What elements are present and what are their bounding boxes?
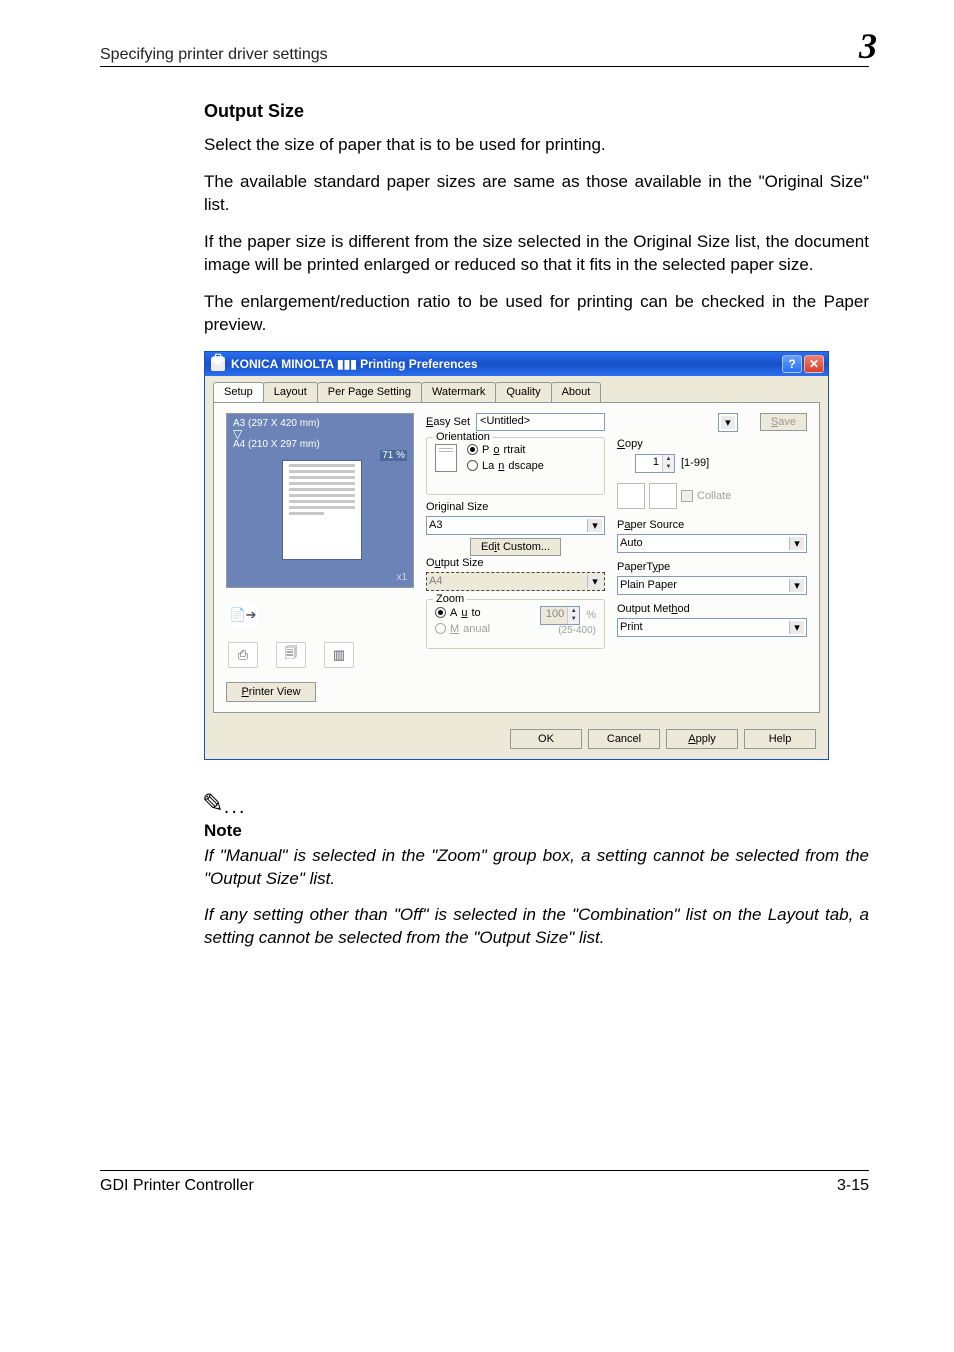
- paragraph: The available standard paper sizes are s…: [204, 171, 869, 217]
- easyset-dropdown[interactable]: ▾: [718, 413, 738, 432]
- stack-icon[interactable]: 🗐: [276, 642, 306, 668]
- chapter-number: 3: [859, 28, 877, 64]
- easyset-label: Easy Set: [426, 416, 470, 428]
- preview-output-size: A4 (210 X 297 mm): [233, 439, 407, 450]
- collate-icon: [617, 483, 645, 509]
- page-icon[interactable]: ▥: [324, 642, 354, 668]
- zoom-manual-radio[interactable]: Manual: [435, 623, 490, 635]
- copy-range: [1-99]: [681, 457, 709, 469]
- note-heading: Note: [204, 821, 869, 841]
- paper-feed-icon[interactable]: 📄➔: [228, 602, 258, 628]
- original-size-select[interactable]: A3▾: [426, 516, 605, 535]
- orientation-icon: [435, 444, 457, 472]
- footer-right: 3-15: [837, 1177, 869, 1195]
- preview-original-size: A3 (297 X 420 mm): [233, 418, 407, 429]
- output-method-label: Output Method: [617, 603, 807, 615]
- printing-preferences-dialog: 🖶 KONICA MINOLTA ▮▮▮ Printing Preference…: [204, 351, 829, 760]
- titlebar: 🖶 KONICA MINOLTA ▮▮▮ Printing Preference…: [205, 352, 828, 376]
- running-head: Specifying printer driver settings: [100, 46, 328, 64]
- collate-checkbox[interactable]: [681, 490, 693, 502]
- landscape-radio[interactable]: Landscape: [467, 460, 544, 472]
- copy-spinner[interactable]: 1▲▼: [635, 454, 675, 473]
- easyset-input[interactable]: <Untitled>: [476, 413, 605, 431]
- paper-preview: A3 (297 X 420 mm) ▽ A4 (210 X 297 mm) 71…: [226, 413, 414, 588]
- printer-view-button[interactable]: Printer View: [226, 682, 316, 702]
- close-icon[interactable]: ✕: [804, 355, 824, 373]
- copy-label: Copy: [617, 438, 807, 450]
- duplex-icon[interactable]: ⎙: [228, 642, 258, 668]
- zoom-label: Zoom: [433, 593, 467, 605]
- save-button[interactable]: Save: [760, 413, 807, 431]
- zoom-range: (25-400): [540, 625, 596, 636]
- tab-setup[interactable]: Setup: [213, 382, 264, 402]
- output-size-label: Output Size: [426, 557, 605, 569]
- output-size-select[interactable]: A4▾: [426, 572, 605, 591]
- paragraph: Select the size of paper that is to be u…: [204, 134, 869, 157]
- portrait-radio[interactable]: Portrait: [467, 444, 544, 456]
- footer-left: GDI Printer Controller: [100, 1177, 254, 1195]
- tab-quality[interactable]: Quality: [495, 382, 551, 402]
- tab-layout[interactable]: Layout: [263, 382, 318, 402]
- cancel-button[interactable]: Cancel: [588, 729, 660, 749]
- output-method-select[interactable]: Print▾: [617, 618, 807, 637]
- ok-button[interactable]: OK: [510, 729, 582, 749]
- paragraph: If the paper size is different from the …: [204, 231, 869, 277]
- app-icon: 🖶: [211, 357, 225, 371]
- zoom-auto-radio[interactable]: Auto: [435, 607, 490, 619]
- note-icon: ✎: [202, 788, 224, 818]
- help-icon[interactable]: ?: [782, 355, 802, 373]
- paper-source-select[interactable]: Auto▾: [617, 534, 807, 553]
- help-button[interactable]: Help: [744, 729, 816, 749]
- tab-per-page[interactable]: Per Page Setting: [317, 382, 422, 402]
- tab-watermark[interactable]: Watermark: [421, 382, 496, 402]
- preview-zoom-pct: 71 %: [380, 450, 407, 461]
- tab-about[interactable]: About: [551, 382, 602, 402]
- dialog-title: KONICA MINOLTA ▮▮▮ Printing Preferences: [231, 357, 478, 371]
- note-text: If any setting other than "Off" is selec…: [204, 904, 869, 950]
- paper-type-select[interactable]: Plain Paper▾: [617, 576, 807, 595]
- collate-icon: [649, 483, 677, 509]
- note-text: If "Manual" is selected in the "Zoom" gr…: [204, 845, 869, 891]
- edit-custom-button[interactable]: Edit Custom...: [470, 538, 561, 556]
- section-title: Output Size: [204, 101, 869, 122]
- preview-page-icon: [282, 460, 362, 560]
- original-size-label: Original Size: [426, 501, 605, 513]
- down-arrow-icon: ▽: [233, 429, 407, 439]
- zoom-unit: %: [586, 609, 596, 621]
- paper-source-label: Paper Source: [617, 519, 807, 531]
- apply-button[interactable]: Apply: [666, 729, 738, 749]
- zoom-value-spinner[interactable]: 100▲▼: [540, 606, 580, 625]
- tabs: Setup Layout Per Page Setting Watermark …: [205, 376, 828, 402]
- orientation-label: Orientation: [433, 431, 493, 443]
- collate-label: Collate: [697, 490, 731, 502]
- paragraph: The enlargement/reduction ratio to be us…: [204, 291, 869, 337]
- preview-copies: x1: [396, 572, 407, 583]
- paper-type-label: PaperType: [617, 561, 807, 573]
